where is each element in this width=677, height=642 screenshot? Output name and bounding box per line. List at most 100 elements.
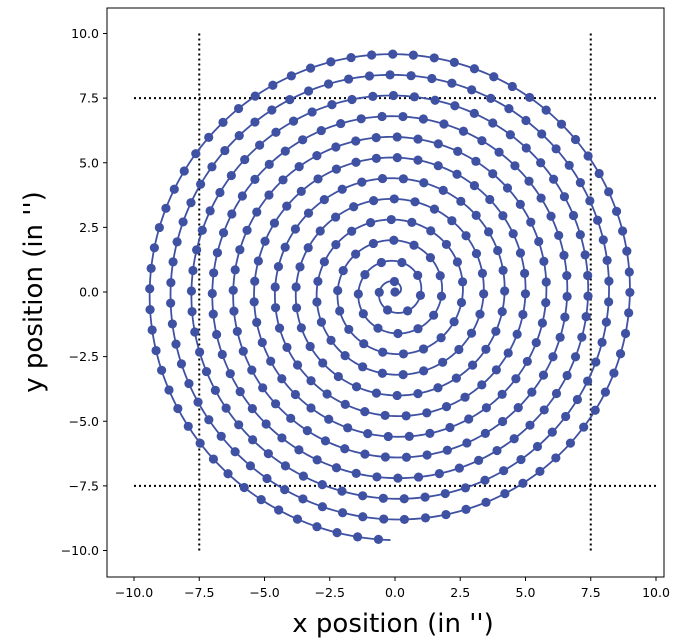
spiral-point (192, 245, 202, 255)
x-axis-ticks: −10.0 −7.5 −5.0 −2.5 0.0 2.5 5.0 7.5 10.0 (115, 577, 670, 600)
spiral-point (445, 422, 455, 433)
spiral-point (524, 92, 535, 103)
x-tick-label: 5.0 (516, 585, 536, 600)
spiral-point (579, 422, 589, 432)
spiral-point (425, 428, 435, 438)
spiral-point (262, 473, 272, 484)
spiral-point (184, 378, 194, 389)
spiral-point (480, 475, 490, 485)
spiral-point (602, 255, 612, 265)
x-tick-label: 10.0 (642, 585, 670, 600)
spiral-point (393, 473, 403, 483)
spiral-point (497, 389, 507, 399)
spiral-point (497, 416, 508, 427)
spiral-point (187, 306, 197, 317)
spiral-point (435, 271, 445, 281)
spiral-point (504, 103, 514, 114)
spiral-point (320, 436, 331, 446)
spiral-point (313, 174, 323, 184)
spiral-point (600, 387, 610, 397)
spiral-point (273, 262, 284, 272)
spiral-point (367, 50, 377, 60)
spiral-point (373, 323, 383, 333)
spiral-point (237, 191, 247, 201)
spiral-point (278, 175, 288, 185)
spiral-point (172, 237, 182, 247)
spiral-point (271, 127, 281, 137)
y-tick-label: 7.5 (79, 91, 99, 106)
y-axis-title: y position (in '') (19, 191, 49, 392)
spiral-point (373, 534, 384, 545)
spiral-point (322, 389, 332, 399)
spiral-point (398, 370, 408, 380)
spiral-point (326, 57, 336, 67)
spiral-point (449, 57, 459, 68)
spiral-point (327, 100, 337, 110)
spiral-point (280, 146, 290, 156)
spiral-point (312, 151, 322, 161)
spiral-point (166, 298, 176, 308)
spiral-point (377, 173, 388, 184)
spiral-point (145, 284, 155, 294)
spiral-point (433, 383, 443, 393)
spiral-point (520, 268, 530, 278)
spiral-point (319, 257, 329, 267)
spiral-point (410, 197, 420, 207)
spiral-point (500, 286, 510, 296)
spiral-point (331, 212, 341, 222)
spiral-point (536, 193, 546, 203)
spiral-point (420, 513, 431, 523)
spiral-point (408, 50, 418, 60)
spiral-point (171, 339, 181, 349)
spiral-point (456, 196, 466, 206)
spiral-point (583, 270, 593, 281)
spiral-point (403, 306, 413, 316)
spiral-point (454, 344, 464, 355)
spiral-point (364, 71, 375, 81)
spiral-point (286, 71, 296, 81)
spiral-point (518, 478, 528, 488)
spiral-point (288, 116, 299, 126)
spiral-point (154, 222, 164, 233)
spiral-point (337, 184, 347, 194)
spiral-point (609, 368, 619, 378)
spiral-point (208, 309, 218, 319)
spiral-point (537, 129, 547, 139)
spiral-point (233, 103, 244, 114)
spiral-point (461, 231, 471, 241)
spiral-point (441, 402, 452, 412)
spiral-point (164, 385, 174, 395)
spiral-point (305, 63, 316, 73)
spiral-point (562, 271, 572, 281)
spiral-point (333, 285, 343, 296)
spiral-point (534, 236, 544, 247)
spiral-point (386, 214, 396, 225)
spiral-point (493, 245, 503, 256)
spiral-point (253, 256, 263, 266)
spiral-point (316, 317, 327, 327)
spiral-point (525, 420, 535, 430)
spiral-point (398, 349, 409, 359)
spiral-point (409, 240, 419, 250)
spiral-point (413, 472, 424, 482)
spiral-point (513, 403, 523, 413)
spiral-point (625, 287, 635, 298)
spiral-point (404, 431, 414, 441)
spiral-point (377, 368, 387, 378)
spiral-point (429, 204, 440, 214)
spiral-point (303, 243, 313, 253)
spiral-point (407, 217, 417, 227)
spiral-point (324, 414, 334, 424)
spiral-point (315, 226, 325, 236)
spiral-point (312, 522, 322, 532)
spiral-point (280, 485, 290, 495)
spiral-point (508, 229, 518, 239)
spiral-point (358, 512, 368, 522)
spiral-point (434, 469, 444, 479)
spiral-point (449, 317, 459, 327)
spiral-point (360, 449, 370, 459)
spiral-point (568, 210, 579, 221)
spiral-point (546, 211, 556, 221)
spiral-point (340, 399, 350, 409)
spiral-point (290, 389, 301, 400)
